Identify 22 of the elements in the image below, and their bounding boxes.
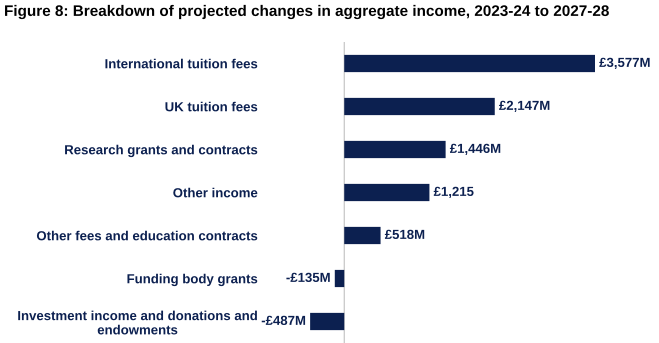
y-tick-label: Research grants and contracts [65, 144, 258, 158]
y-tick-label: UK tuition fees [165, 102, 258, 112]
data-label: £3,577M [599, 58, 650, 69]
bar [310, 312, 344, 330]
bar [344, 140, 446, 158]
bar [344, 54, 595, 72]
data-label: £1,215 [434, 186, 474, 198]
data-label: £1,446M [450, 144, 500, 155]
y-tick-label: Other income [173, 188, 258, 198]
bar [344, 184, 430, 202]
data-label: -£487M [262, 316, 306, 326]
data-label: -£135M [286, 272, 330, 282]
y-tick-label: Funding body grants [127, 274, 258, 286]
data-label: £518M [384, 230, 424, 240]
y-tick-label: Investment income and donations and endowments [18, 310, 257, 334]
bar [344, 226, 381, 244]
chart-title: Figure 8: Breakdown of projected changes in aggregate income, 2023-24 to 2027-28 [5, 4, 609, 20]
data-label: £2,147M [499, 100, 550, 112]
bar [344, 98, 495, 116]
bar [334, 270, 344, 288]
y-tick-label: International tuition fees [105, 58, 258, 68]
y-tick-label: Other fees and education contracts [36, 230, 258, 240]
